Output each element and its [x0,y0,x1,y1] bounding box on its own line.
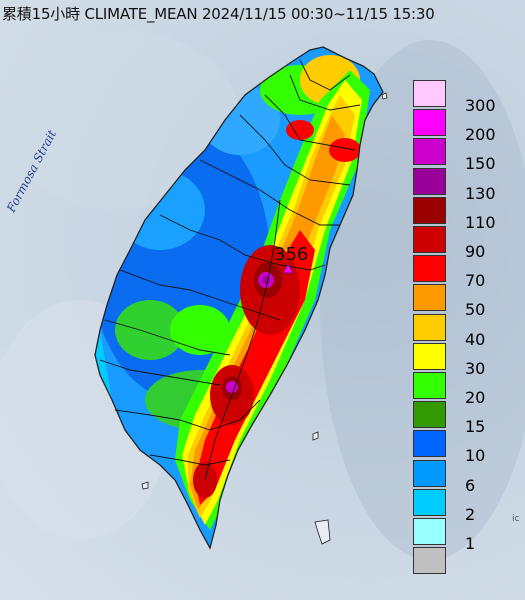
legend-swatch [413,167,446,195]
map-title: 累積15小時 CLIMATE_MEAN 2024/11/15 00:30~11/… [2,5,435,23]
legend-label: 50 [465,300,486,320]
legend-swatch [413,80,446,107]
legend-label: 150 [465,154,496,174]
legend-label: 2 [465,504,476,524]
small-islands [141,92,388,545]
legend-label: 300 [465,96,496,115]
legend-swatch [413,138,446,166]
legend-swatch [413,284,446,312]
legend-swatch [413,488,446,516]
corner-mark: ic [512,514,520,524]
legend-swatch [413,430,446,458]
county-boundaries [99,59,361,481]
legend-swatch [413,109,446,137]
peak-marker-icon [282,263,294,274]
legend-swatch [413,401,446,429]
legend-swatch [413,313,446,341]
legend-label: 130 [465,183,496,203]
legend-label: 40 [465,329,486,349]
legend-swatch [413,518,446,545]
legend-swatch [413,196,446,224]
legend-label: 1 [465,534,476,553]
legend-swatch [413,255,446,283]
legend-label: 15 [465,417,486,437]
legend-swatch [413,459,446,487]
legend-label: 6 [465,475,476,495]
legend-label: 200 [465,125,496,145]
legend-label: 70 [465,271,486,291]
peak-value-label: 356 [274,244,309,265]
legend-swatch [413,342,446,370]
legend-swatch [413,547,446,575]
legend-label: 20 [465,388,486,407]
legend-label: 30 [465,358,486,378]
legend-swatch [413,372,446,399]
legend-label: 110 [465,212,496,232]
legend-label: 10 [465,446,486,466]
legend-label: 90 [465,242,486,261]
legend-swatch [413,226,446,253]
